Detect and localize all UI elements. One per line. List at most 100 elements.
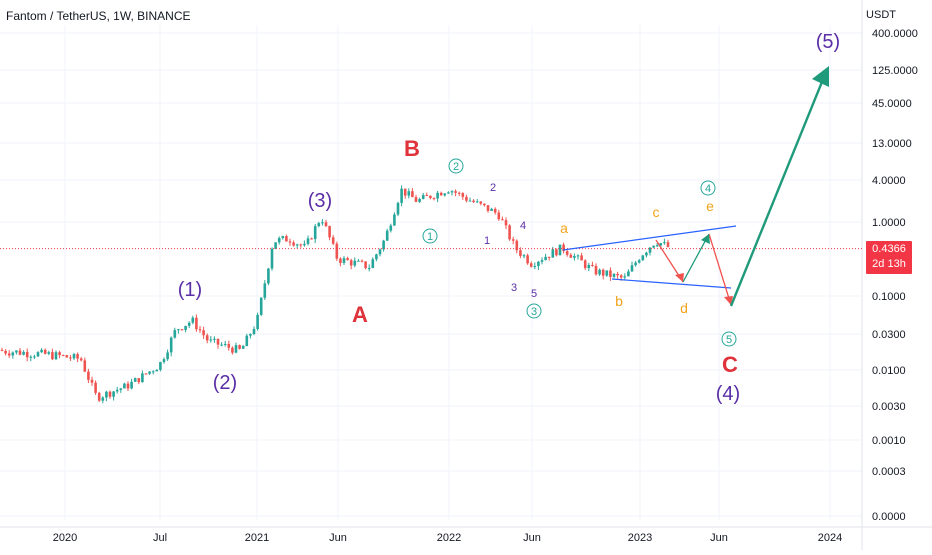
wave-label: B <box>404 136 420 161</box>
candle-body <box>231 347 234 353</box>
candle-body <box>123 383 126 389</box>
candle-body <box>591 264 594 266</box>
wave-label: 2 <box>490 182 496 194</box>
candle-body <box>105 391 108 398</box>
candle-body <box>454 191 457 193</box>
candle-body <box>173 330 177 338</box>
candle-body <box>180 329 184 331</box>
candle-body <box>202 330 205 336</box>
candle-body <box>303 243 306 246</box>
candle-body <box>547 256 551 258</box>
candle-body <box>292 242 295 246</box>
candle-body <box>36 352 40 357</box>
candle-body <box>439 192 443 196</box>
candle-body <box>306 238 310 244</box>
candle-body <box>191 317 195 323</box>
candle-body <box>321 222 324 224</box>
candle-body <box>65 355 69 358</box>
wave-5-forecast-arrow <box>729 71 828 307</box>
candle-body <box>277 238 281 243</box>
wave-circle <box>448 158 464 174</box>
x-tick-label: Jun <box>523 532 541 544</box>
candle-body <box>385 230 389 241</box>
candle-body <box>403 188 407 196</box>
candle-body <box>605 270 609 276</box>
candle-body <box>51 352 54 360</box>
candle-body <box>87 371 90 380</box>
wave-label: 5 <box>726 334 732 346</box>
candle-body <box>551 249 555 258</box>
candle-body <box>72 354 76 359</box>
candle-body <box>659 243 663 246</box>
candle-body <box>285 236 288 242</box>
y-tick-label: 0.0003 <box>872 466 906 478</box>
candle-body <box>54 352 58 360</box>
candle-body <box>317 223 321 227</box>
candle-body <box>425 195 429 197</box>
candle-body <box>223 343 227 345</box>
candle-body <box>220 344 223 346</box>
candle-body <box>623 276 627 278</box>
candle-body <box>281 236 285 239</box>
arrowhead <box>812 66 829 87</box>
candle-body <box>634 262 637 266</box>
candle-body <box>263 283 267 298</box>
candle-body <box>601 269 605 276</box>
candle-body <box>486 205 490 211</box>
y-tick-label: 4.0000 <box>872 175 906 187</box>
wave-label: 1 <box>427 231 433 243</box>
candle-body <box>108 391 112 397</box>
candle-body <box>609 270 612 277</box>
candle-body <box>22 351 25 355</box>
candle-body <box>461 193 465 197</box>
candle-body <box>40 349 43 353</box>
wave-circle <box>700 180 716 196</box>
candle-body <box>648 247 652 253</box>
candle-body <box>389 225 393 231</box>
x-tick-label: 2023 <box>628 532 652 544</box>
candle-body <box>360 260 364 262</box>
candle-body <box>468 200 472 202</box>
candle-body <box>511 239 515 241</box>
candle-body <box>61 355 65 357</box>
triangle-upper-line <box>562 225 737 251</box>
candle-body <box>216 338 220 345</box>
y-tick-label: 0.0100 <box>872 365 906 377</box>
candle-body <box>544 256 547 261</box>
wave-circle <box>422 228 438 244</box>
candle-body <box>465 196 468 201</box>
candle-body <box>97 392 101 401</box>
candle-body <box>288 241 292 243</box>
arrowhead <box>724 296 733 305</box>
wave-label: (3) <box>308 190 332 212</box>
wave-label: d <box>680 300 688 316</box>
forecast-leg-c <box>708 233 732 306</box>
candle-body <box>504 220 508 226</box>
wave-label: 2 <box>453 161 459 173</box>
candle-body <box>213 338 216 340</box>
candle-body <box>335 243 339 259</box>
candle-body <box>367 267 371 269</box>
y-tick-label: 400.0000 <box>872 28 918 40</box>
candle-body <box>612 273 616 277</box>
candle-body <box>393 214 396 226</box>
candle-body <box>234 345 238 353</box>
forecast-leg-e <box>682 233 710 283</box>
candle-body <box>328 226 331 238</box>
candle-body <box>378 249 382 255</box>
candle-body <box>18 350 22 355</box>
candle-body <box>436 192 439 199</box>
candle-body <box>29 356 33 358</box>
candle-body <box>33 356 36 358</box>
candle-body <box>508 225 511 240</box>
candle-body <box>414 197 418 202</box>
candle-body <box>79 358 83 361</box>
candle-body <box>515 240 519 251</box>
triangle-lower-line <box>611 278 732 289</box>
candle-body <box>353 260 357 266</box>
wave-label: 4 <box>520 220 526 232</box>
candle-body <box>25 351 29 358</box>
y-tick-label: 125.0000 <box>872 65 918 77</box>
y-tick-label: 1.0000 <box>872 217 906 229</box>
candle-body <box>58 352 61 356</box>
